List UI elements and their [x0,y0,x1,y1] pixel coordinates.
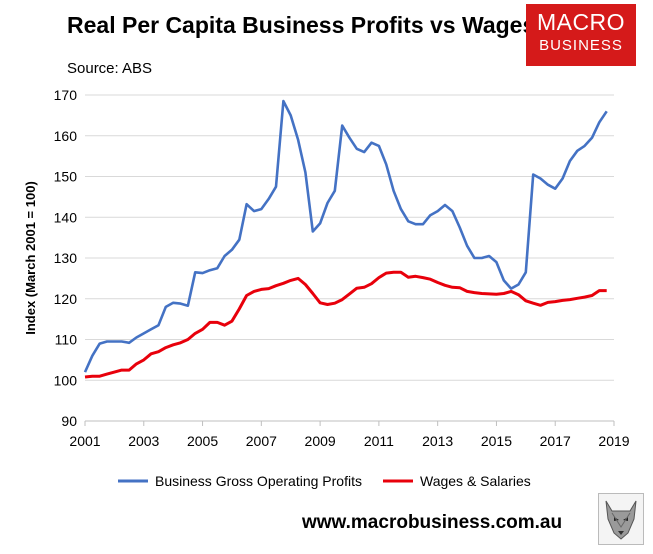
x-tick-label: 2011 [364,433,394,449]
x-tick-label: 2013 [422,433,453,449]
y-axis-title: Index (March 2001 = 100) [23,181,38,335]
y-tick-label: 170 [54,87,78,103]
x-tick-label: 2009 [305,433,336,449]
y-tick-label: 90 [61,413,77,429]
line-chart: 90 100 110 120 130 140 150 160 170 2001 2003 2005 20… [23,87,630,489]
legend-profits-label: Business Gross Operating Profits [155,473,362,489]
chart-title: Real Per Capita Business Profits vs Wage… [67,12,536,38]
y-tick-label: 130 [54,250,78,266]
macrobusiness-logo: MACRO BUSINESS [526,4,636,66]
wolf-logo-icon [598,493,644,545]
wages-series-line [84,270,607,379]
x-tick-label: 2001 [69,433,100,449]
y-tick-label: 150 [54,169,78,185]
x-tick-label: 2015 [481,433,512,449]
x-tick-label: 2003 [128,433,159,449]
y-tick-label: 120 [54,291,78,307]
y-tick-label: 140 [54,209,78,225]
x-tick-label: 2005 [187,433,218,449]
profits-series-line [83,99,608,373]
website-url: www.macrobusiness.com.au [302,512,563,533]
y-tick-label: 100 [54,372,78,388]
legend-wages-label: Wages & Salaries [420,473,531,489]
logo-line-2: BUSINESS [539,37,623,54]
x-tick-label: 2019 [598,433,629,449]
logo-line-1: MACRO [536,9,626,35]
x-tick-label: 2017 [540,433,571,449]
source-note: Source: ABS [67,60,153,77]
y-tick-label: 110 [55,332,78,348]
x-tick-label: 2007 [246,433,277,449]
y-tick-label: 160 [54,128,78,144]
